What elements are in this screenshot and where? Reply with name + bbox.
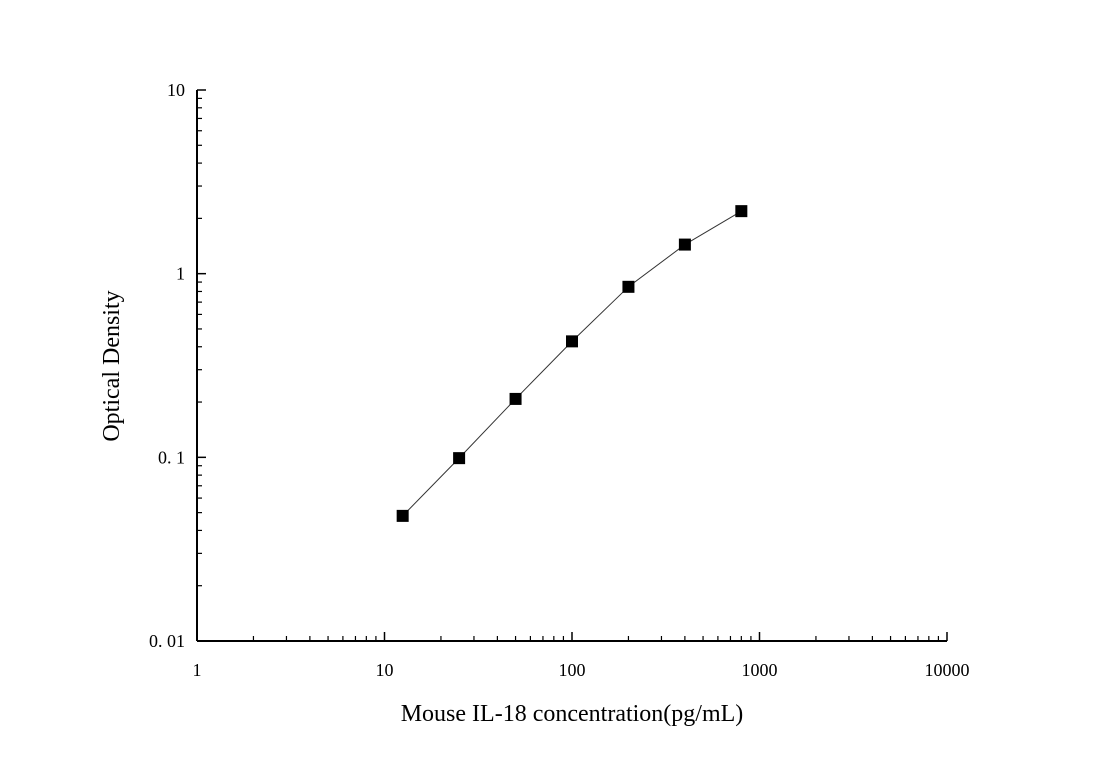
series xyxy=(396,205,748,522)
data-point-marker xyxy=(396,509,409,522)
y-axis-title: Optical Density xyxy=(99,290,125,441)
y-tick-label: 1 xyxy=(176,264,185,284)
ticks: 1 10 100 1000 10000 0. 01 0. 1 1 10 xyxy=(149,80,970,680)
y-tick-label: 0. 1 xyxy=(158,447,185,467)
y-tick-label: 0. 01 xyxy=(149,631,185,651)
x-tick-label: 1 xyxy=(193,660,202,680)
data-point-marker xyxy=(453,452,466,465)
data-point-marker xyxy=(735,205,748,218)
x-tick-label: 100 xyxy=(559,660,586,680)
data-point-marker xyxy=(566,335,578,348)
series-line xyxy=(402,210,742,517)
x-tick-label: 10000 xyxy=(925,660,970,680)
data-point-marker xyxy=(678,238,691,251)
data-point-marker xyxy=(509,392,522,405)
x-axis-title: Mouse IL-18 concentration(pg/mL) xyxy=(401,701,744,727)
x-tick-label: 1000 xyxy=(742,660,778,680)
axes xyxy=(196,90,947,642)
x-tick-label: 10 xyxy=(376,660,394,680)
y-tick-label: 10 xyxy=(167,80,185,100)
data-point-marker xyxy=(622,280,635,293)
